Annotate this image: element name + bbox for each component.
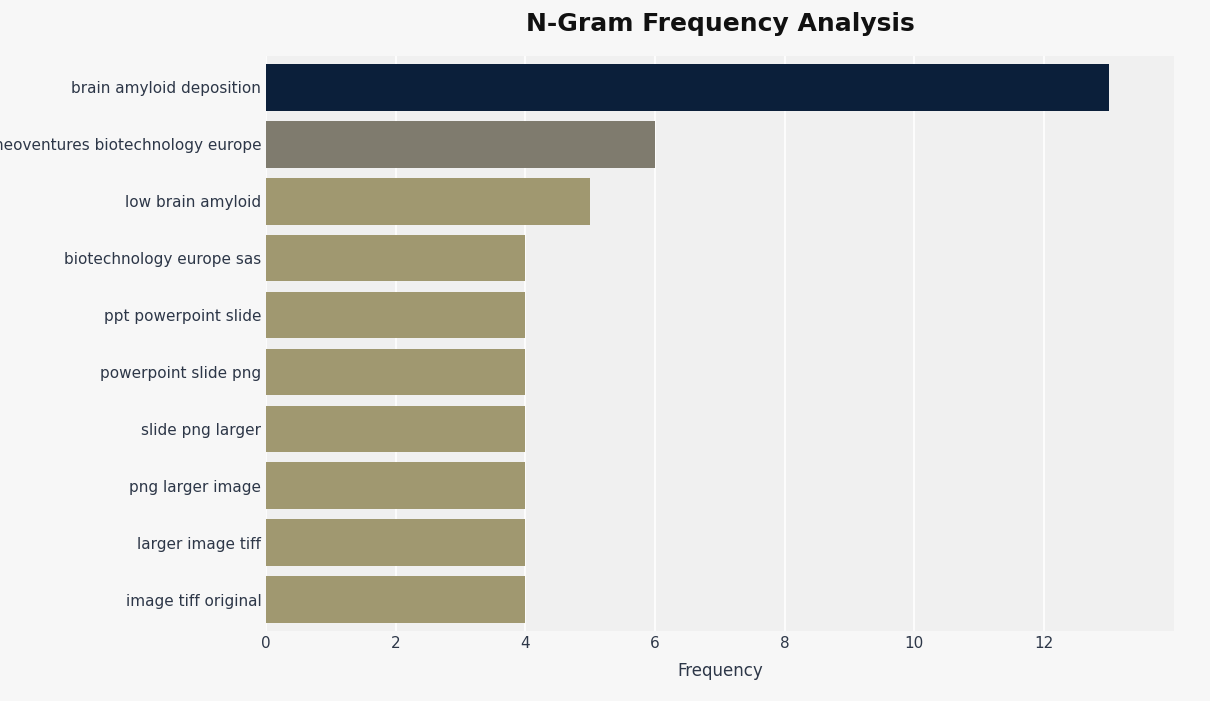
Bar — [266, 348, 525, 395]
Bar — [266, 121, 655, 168]
Bar — [266, 178, 590, 224]
Bar — [266, 235, 525, 282]
Bar — [266, 463, 525, 509]
Bar — [266, 519, 525, 566]
X-axis label: Frequency: Frequency — [678, 662, 762, 680]
Title: N-Gram Frequency Analysis: N-Gram Frequency Analysis — [525, 12, 915, 36]
Bar — [266, 64, 1108, 111]
Bar — [266, 405, 525, 452]
Bar — [266, 292, 525, 339]
Bar — [266, 576, 525, 623]
